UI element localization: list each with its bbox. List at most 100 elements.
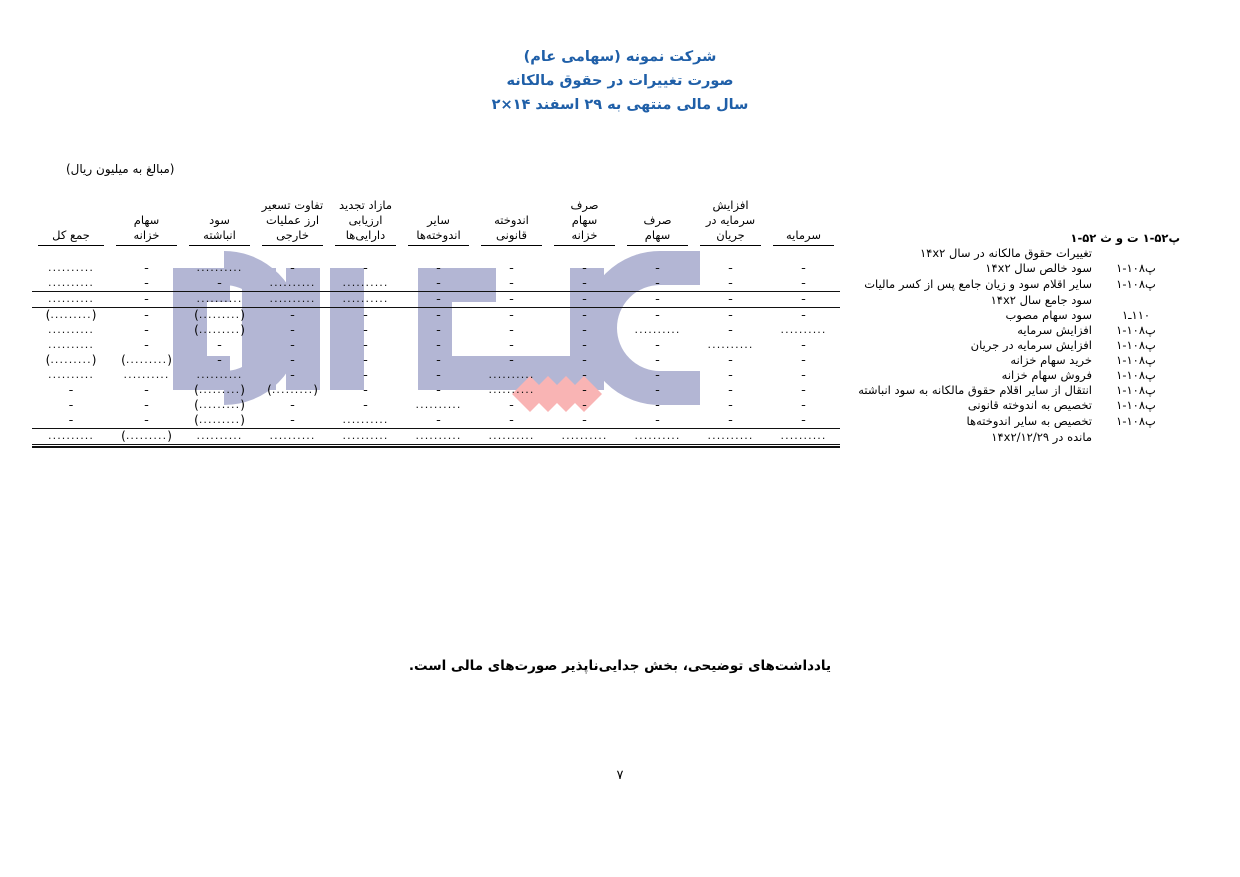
value-placeholder-dash: ـ	[509, 274, 514, 287]
header-rule	[700, 245, 761, 246]
cell-andookhte: ـ	[475, 396, 548, 413]
cell-andookhte: ـ	[475, 259, 548, 276]
cell-saham_khaz: ـ	[110, 306, 183, 324]
label-column-header	[840, 198, 1092, 246]
cell-sood_anb	[183, 246, 256, 261]
cell-mazad: ـ	[329, 381, 402, 398]
cell-serf_saham: ..........	[621, 428, 694, 449]
cell-jam_kol: (.........)	[32, 308, 110, 324]
value-placeholder-dots: ..........	[707, 429, 754, 442]
row-note-reference: پ‌۱۰۸-۱	[1116, 368, 1156, 382]
value-placeholder-dash: ـ	[436, 336, 441, 349]
value-placeholder-dash: ـ	[290, 351, 295, 364]
row-note-reference	[1092, 429, 1180, 445]
cell-serf_khazane: ـ	[548, 411, 621, 429]
hdr-l3: دارایی‌ها	[345, 228, 386, 242]
value-placeholder-dash: ـ	[801, 290, 806, 303]
value-placeholder-dots: ..........	[48, 368, 94, 381]
value-placeholder-dash: ـ	[363, 396, 368, 409]
hdr-l3: خزانه	[571, 228, 598, 242]
cell-afzayesh: ..........	[694, 338, 767, 353]
value-placeholder-dash: ـ	[144, 396, 149, 409]
cell-mazad: ـ	[329, 366, 402, 383]
value-placeholder-dash: ـ	[290, 321, 295, 334]
table-row: پ‌۱۰۸-۱ تخصیص به اندوخته قانونی ـ ـ ـ ـ ـ.....…	[32, 396, 1180, 413]
value-placeholder-negative: (.........)	[194, 398, 245, 412]
hdr-l1: مازاد تجدید	[338, 198, 393, 212]
column-header-sarmaye: سرمایه	[767, 198, 840, 246]
header-row: پ‌۵۲-۱ ت و ث ۵۲-۱ سرمایه افزایش سرمایه د…	[32, 198, 1180, 246]
hdr-l3: انباشته	[203, 228, 236, 242]
value-placeholder-dash: ـ	[655, 290, 660, 303]
cell-saham_khaz: ـ	[110, 381, 183, 398]
hdr-l2: ارز عملیات	[265, 213, 320, 227]
cell-sood_anb: ..........	[183, 291, 256, 308]
cell-sarmaye: ـ	[767, 351, 840, 368]
cell-tafavot: ـ	[256, 259, 329, 276]
row-label: تغییرات حقوق مالکانه در سال ۱۴x۲	[919, 246, 1092, 260]
value-placeholder-dash: ـ	[655, 366, 660, 379]
value-placeholder-dash: ـ	[509, 396, 514, 409]
cell-jam_kol: ـ	[32, 411, 110, 429]
value-placeholder-negative: (.........)	[194, 308, 245, 322]
hdr-l1	[402, 198, 475, 213]
value-placeholder-dots: ..........	[196, 292, 243, 305]
value-placeholder-dash: ـ	[801, 306, 806, 319]
row-label: تخصیص به اندوخته قانونی	[967, 398, 1092, 412]
cell-mazad: ـ	[329, 306, 402, 324]
cell-tafavot: ..........	[256, 428, 329, 449]
table-body: تغییرات حقوق مالکانه در سال ۱۴x۲ پ‌۱۰۸-۱ س…	[32, 246, 1180, 449]
row-label: سود سهام مصوب	[1005, 308, 1092, 322]
cell-jam_kol: ـ	[32, 381, 110, 398]
value-placeholder-dash: ـ	[217, 336, 222, 349]
value-placeholder-dash: ـ	[509, 411, 514, 424]
value-placeholder-dash: ـ	[436, 321, 441, 334]
cell-andookhte: ..........	[475, 428, 548, 449]
row-note-reference: ۱۱۰ـ۱	[1121, 308, 1151, 322]
column-header-andookhte-ghanooni: اندوخته قانونی	[475, 198, 548, 246]
row-label: سود خالص سال ۱۴x۲	[985, 261, 1092, 275]
cell-sood_anb: (.........)	[183, 308, 256, 324]
value-placeholder-dash: ـ	[509, 321, 514, 334]
hdr-l3: جریان	[716, 228, 745, 242]
value-placeholder-dash: ـ	[582, 259, 587, 272]
statement-title: صورت تغییرات در حقوق مالکانه	[506, 73, 734, 89]
cell-andookhte: ـ	[475, 306, 548, 324]
value-placeholder-dash: ـ	[436, 259, 441, 272]
value-placeholder-negative: (.........)	[194, 383, 245, 397]
cell-sarmaye: ـ	[767, 259, 840, 276]
value-placeholder-dash: ـ	[217, 351, 222, 364]
cell-afzayesh: ـ	[694, 351, 767, 368]
cell-afzayesh: ـ	[694, 411, 767, 429]
cell-afzayesh: ـ	[694, 306, 767, 324]
value-placeholder-dots: ..........	[488, 368, 535, 381]
row-note-reference: پ‌۱۰۸-۱	[1116, 323, 1156, 337]
value-placeholder-dots: ..........	[415, 429, 462, 442]
value-placeholder-dash: ـ	[363, 336, 368, 349]
note-column-header: پ‌۵۲-۱ ت و ث ۵۲-۱	[1070, 198, 1180, 246]
value-placeholder-dots: ..........	[342, 276, 389, 289]
value-placeholder-dash: ـ	[582, 290, 587, 303]
value-placeholder-dash: ـ	[728, 321, 733, 334]
value-placeholder-dash: ـ	[436, 274, 441, 287]
header-rule	[38, 245, 104, 246]
table-row: پ‌۱۰۸-۱ تخصیص به سایر اندوخته‌ها ـ ـ ـ ـ ـ ـ...…	[32, 411, 1180, 429]
value-placeholder-dots: ..........	[123, 368, 170, 381]
cell-saham_khaz: ـ	[110, 274, 183, 292]
value-placeholder-dots: ..........	[48, 338, 94, 351]
header-rule	[481, 245, 542, 246]
header-rule	[262, 245, 323, 246]
value-placeholder-dots: ..........	[269, 292, 316, 305]
cell-saham_khaz: ..........	[110, 368, 183, 383]
value-placeholder-dots: ..........	[48, 261, 94, 274]
footnote-text: یادداشت‌های توضیحی، بخش جدایی‌ناپذیر صور…	[408, 658, 832, 674]
value-placeholder-negative: (.........)	[121, 353, 172, 367]
row-note-reference	[1092, 246, 1180, 261]
cell-sarmaye: ـ	[767, 381, 840, 398]
cell-afzayesh: ـ	[694, 396, 767, 413]
cell-sayer_and: ـ	[402, 381, 475, 398]
value-placeholder-dash: ـ	[655, 306, 660, 319]
value-placeholder-dash: ـ	[582, 336, 587, 349]
value-placeholder-dash: ـ	[363, 351, 368, 364]
value-placeholder-dash: ـ	[144, 381, 149, 394]
